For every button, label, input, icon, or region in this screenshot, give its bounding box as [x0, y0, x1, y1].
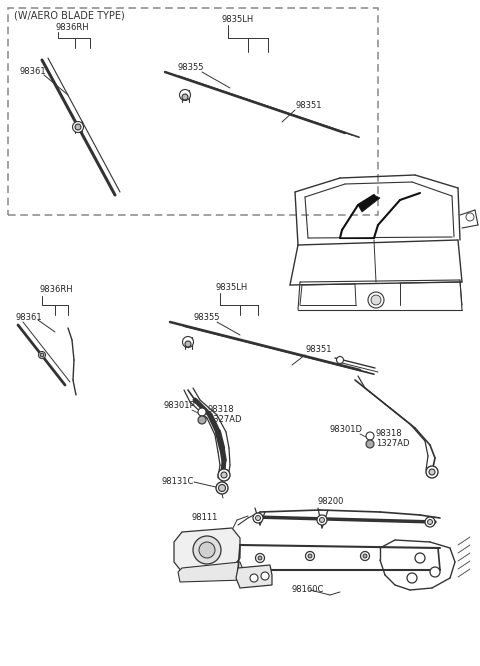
Circle shape	[193, 536, 221, 564]
Circle shape	[40, 353, 44, 357]
Circle shape	[416, 553, 424, 563]
Text: 98111: 98111	[192, 513, 218, 523]
Circle shape	[336, 356, 344, 364]
Circle shape	[371, 295, 381, 305]
Circle shape	[218, 469, 230, 481]
Circle shape	[182, 94, 188, 100]
Circle shape	[75, 124, 81, 130]
Circle shape	[182, 336, 193, 348]
Circle shape	[368, 292, 384, 308]
Circle shape	[185, 341, 191, 347]
Circle shape	[198, 416, 206, 424]
Text: 98318: 98318	[376, 430, 403, 438]
Text: 98131C: 98131C	[162, 478, 194, 486]
Circle shape	[317, 515, 327, 525]
Circle shape	[418, 556, 422, 560]
Text: 1327AD: 1327AD	[208, 416, 241, 424]
Text: 98361: 98361	[20, 67, 47, 77]
Circle shape	[366, 440, 374, 448]
Circle shape	[308, 554, 312, 558]
Text: 9836RH: 9836RH	[40, 286, 73, 294]
Text: 98301D: 98301D	[330, 426, 363, 434]
Circle shape	[199, 542, 215, 558]
Text: 1327AD: 1327AD	[376, 440, 409, 448]
Text: 98361: 98361	[15, 312, 42, 322]
Text: 98160C: 98160C	[292, 585, 324, 595]
Text: 98200: 98200	[318, 498, 344, 507]
Text: 9835LH: 9835LH	[222, 15, 254, 25]
Circle shape	[72, 121, 84, 133]
Circle shape	[198, 408, 206, 416]
Circle shape	[415, 553, 425, 563]
Polygon shape	[358, 195, 380, 212]
Circle shape	[366, 432, 374, 440]
Text: 98355: 98355	[178, 63, 204, 73]
Polygon shape	[178, 562, 244, 582]
Circle shape	[426, 466, 438, 478]
Circle shape	[320, 517, 324, 523]
Circle shape	[38, 352, 46, 358]
Circle shape	[428, 519, 432, 525]
Circle shape	[255, 553, 264, 563]
Text: 98301P: 98301P	[163, 402, 194, 410]
Circle shape	[305, 551, 314, 561]
Circle shape	[250, 574, 258, 582]
Text: 98351: 98351	[305, 346, 332, 354]
Text: 98351: 98351	[295, 101, 322, 109]
Circle shape	[407, 573, 417, 583]
Circle shape	[253, 513, 263, 523]
Circle shape	[216, 482, 228, 494]
Polygon shape	[236, 565, 272, 588]
Circle shape	[363, 554, 367, 558]
Polygon shape	[174, 528, 240, 572]
Circle shape	[218, 484, 226, 492]
Circle shape	[261, 572, 269, 580]
Circle shape	[430, 567, 440, 577]
Circle shape	[429, 469, 435, 475]
Text: 98318: 98318	[208, 406, 235, 414]
Circle shape	[425, 517, 435, 527]
Circle shape	[221, 472, 227, 478]
Circle shape	[258, 556, 262, 560]
Text: 9835LH: 9835LH	[215, 282, 247, 292]
Text: 98355: 98355	[193, 314, 219, 322]
Circle shape	[466, 213, 474, 221]
Circle shape	[255, 515, 261, 521]
Text: 9836RH: 9836RH	[55, 23, 89, 31]
Circle shape	[180, 89, 191, 101]
Text: (W/AERO BLADE TYPE): (W/AERO BLADE TYPE)	[14, 11, 125, 21]
Bar	[8, 8, 378, 215]
Circle shape	[360, 551, 370, 561]
